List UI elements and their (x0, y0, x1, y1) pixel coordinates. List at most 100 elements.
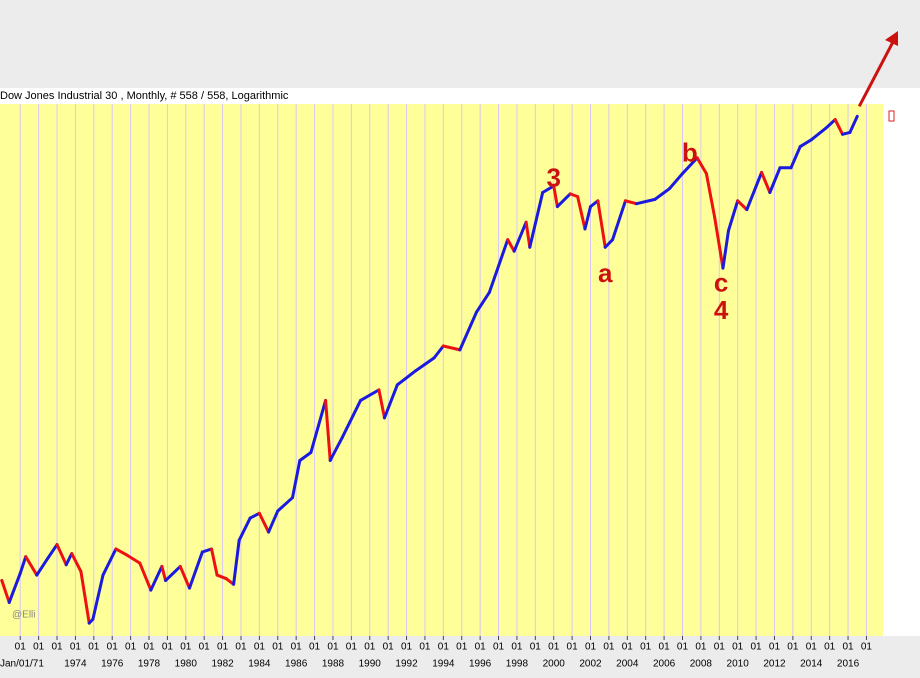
x-tick-label: 01 (769, 642, 781, 653)
x-tick-label: 01 (291, 642, 303, 653)
price-segment (745, 170, 764, 212)
x-tick-label: 01 (603, 642, 615, 653)
x-year-label: 1982 (211, 659, 234, 670)
x-tick-label: 01 (143, 642, 155, 653)
x-year-label: 2012 (763, 659, 786, 670)
x-tick-label: 01 (677, 642, 689, 653)
wave-label: a (598, 258, 613, 288)
x-year-label: 2010 (727, 659, 750, 670)
x-axis: 01 01 01 01 01 01 01 01 01 01 01 01 01 01 01 01 01 01 01 01… (0, 636, 872, 670)
x-tick-label: 01 (346, 642, 358, 653)
x-year-label: 1998 (506, 659, 529, 670)
x-tick-label: 01 (824, 642, 836, 653)
x-tick-label: 01 (199, 642, 211, 653)
price-segment (634, 197, 657, 206)
price-segment (668, 172, 684, 191)
x-year-label: Jan/01/71 (0, 659, 44, 670)
price-segment (541, 184, 556, 195)
x-year-label: 1974 (64, 659, 87, 670)
price-segment (340, 398, 363, 440)
price-segment (7, 571, 22, 604)
price-segment (726, 199, 740, 233)
price-segment (24, 555, 39, 577)
x-tick-label: 01 (33, 642, 45, 653)
price-segment (248, 511, 261, 520)
price-segment (298, 450, 313, 462)
x-year-label: 1986 (285, 659, 308, 670)
x-tick-label: 01 (640, 642, 652, 653)
price-segment (768, 166, 782, 195)
price-segment (210, 547, 219, 577)
price-segment (653, 187, 672, 201)
price-segment (721, 229, 730, 270)
price-segment (46, 543, 59, 560)
x-tick-label: 01 (511, 642, 523, 653)
price-segment (215, 573, 228, 581)
x-tick-label: 01 (659, 642, 671, 653)
annotations: 3abc45 (546, 31, 898, 325)
x-tick-label: 01 (51, 642, 63, 653)
price-segment (555, 192, 572, 209)
wave-label: 4 (714, 295, 729, 325)
x-tick-label: 01 (383, 642, 395, 653)
x-tick-label: 01 (401, 642, 413, 653)
x-tick-label: 01 (585, 642, 597, 653)
x-year-label: 1988 (322, 659, 345, 670)
wave-label: 3 (546, 162, 560, 192)
price-segment (552, 184, 559, 209)
price-segment (809, 126, 828, 142)
chart-title: Dow Jones Industrial 30 , Monthly, # 558… (0, 90, 289, 102)
x-year-label: 1996 (469, 659, 492, 670)
price-segment (276, 496, 294, 513)
price-segment (474, 290, 491, 314)
price-segment (611, 199, 627, 242)
price-segment (324, 398, 332, 462)
arrow-shaft (857, 39, 896, 108)
x-year-label: 1990 (359, 659, 382, 670)
x-tick-label: 01 (107, 642, 119, 653)
series (0, 114, 859, 625)
price-segment (0, 579, 11, 604)
price-segment (138, 561, 153, 592)
price-segment (524, 220, 532, 249)
price-segment (512, 220, 528, 253)
x-tick-label: 01 (235, 642, 247, 653)
x-tick-label: 01 (180, 642, 192, 653)
x-tick-label: 01 (438, 642, 450, 653)
price-segment (187, 550, 204, 590)
x-tick-label: 01 (548, 642, 560, 653)
price-segment (506, 238, 516, 253)
price-segment (55, 543, 68, 567)
price-segment (789, 145, 802, 170)
price-segment (70, 552, 83, 574)
price-segment (798, 138, 813, 149)
price-segment (125, 553, 142, 565)
grid (19, 104, 867, 636)
price-segment (528, 191, 545, 249)
price-segment (64, 552, 74, 567)
price-segment (713, 215, 725, 270)
x-year-label: 2002 (579, 659, 602, 670)
x-tick-label: 01 (456, 642, 468, 653)
price-segment (695, 156, 708, 176)
price-segment (18, 555, 28, 575)
x-tick-label: 01 (217, 642, 229, 653)
x-tick-label: 01 (88, 642, 100, 653)
price-segment (35, 556, 50, 577)
x-year-label: 1978 (138, 659, 161, 670)
price-segment (848, 114, 859, 134)
x-tick-label: 01 (70, 642, 82, 653)
price-segment (200, 547, 214, 554)
price-segment (382, 383, 399, 420)
price-segment (414, 356, 436, 373)
x-year-label: 1976 (101, 659, 124, 670)
plot-area (0, 104, 883, 636)
price-segment (760, 170, 772, 195)
price-segment (160, 564, 168, 583)
price-segment (267, 509, 280, 534)
price-segment (114, 547, 129, 557)
x-tick-label: 01 (309, 642, 321, 653)
x-year-label: 1992 (395, 659, 418, 670)
price-segment (736, 199, 749, 212)
wave-label: c (714, 268, 728, 298)
